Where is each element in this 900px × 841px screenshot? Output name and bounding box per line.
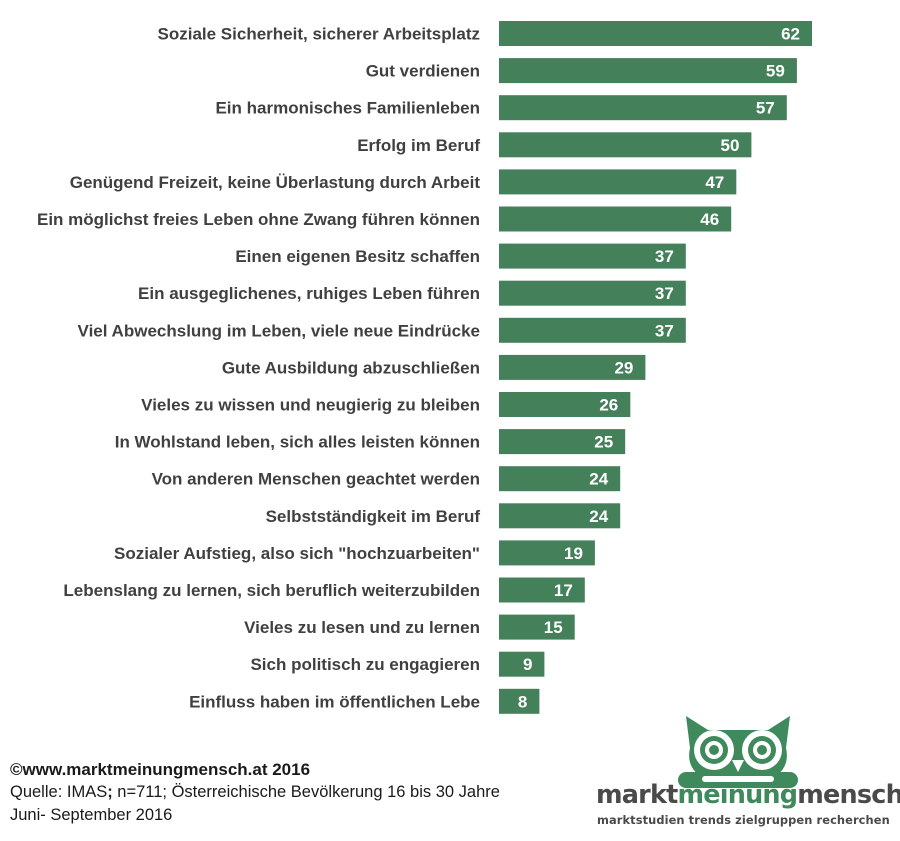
- value-label: 9: [523, 655, 532, 674]
- value-label: 19: [564, 544, 583, 563]
- value-label: 59: [766, 62, 785, 81]
- category-label: Gute Ausbildung abzuschließen: [222, 358, 480, 377]
- value-label: 37: [655, 321, 674, 340]
- value-label: 17: [554, 581, 573, 600]
- category-label: Soziale Sicherheit, sicherer Arbeitsplat…: [158, 25, 481, 44]
- bar: [499, 577, 585, 603]
- owl-icon: [678, 716, 798, 788]
- category-label: Vieles zu wissen und neugierig zu bleibe…: [141, 396, 480, 415]
- copyright-text: ©www.marktmeinungmensch.at 2016: [10, 760, 311, 779]
- value-label: 25: [594, 433, 613, 452]
- category-label: Ein ausgeglichenes, ruhiges Leben führen: [138, 284, 480, 303]
- bar: [499, 169, 737, 195]
- category-label: Viel Abwechslung im Leben, viele neue Ei…: [78, 321, 480, 340]
- category-label: Gut verdienen: [366, 62, 480, 81]
- bar: [499, 354, 646, 380]
- bar: [499, 688, 540, 714]
- category-label: Sich politisch zu engagieren: [250, 655, 480, 674]
- bar: [499, 95, 787, 121]
- bar: [499, 58, 797, 84]
- value-label: 15: [544, 618, 563, 637]
- category-label: Genügend Freizeit, keine Überlastung dur…: [70, 173, 481, 192]
- category-label: Einfluss haben im öffentlichen Lebe: [189, 692, 480, 711]
- bar: [499, 243, 686, 269]
- value-label: 24: [589, 507, 608, 526]
- value-label: 26: [599, 396, 618, 415]
- value-label: 37: [655, 247, 674, 266]
- category-label: Von anderen Menschen geachtet werden: [152, 470, 480, 489]
- bar: [499, 206, 732, 232]
- footer: ©www.marktmeinungmensch.at 2016 Quelle: …: [10, 758, 500, 827]
- category-label: Sozialer Aufstieg, also sich "hochzuarbe…: [114, 544, 480, 563]
- brand-wordmark: marktmeinungmensch: [596, 780, 900, 810]
- category-label: Ein möglichst freies Leben ohne Zwang fü…: [37, 210, 480, 229]
- value-label: 62: [781, 25, 800, 44]
- source-separator: ;: [107, 783, 113, 801]
- category-label: In Wohlstand leben, sich alles leisten k…: [115, 433, 480, 452]
- category-label: Vieles zu lesen und zu lernen: [244, 618, 480, 637]
- brand-logo: marktmeinungmensch marktstudien trends z…: [596, 712, 900, 830]
- bars-group: Soziale Sicherheit, sicherer Arbeitsplat…: [37, 21, 812, 714]
- brand-tagline: marktstudien trends zielgruppen recherch…: [597, 813, 890, 827]
- bar: [499, 466, 621, 492]
- source-prefix: Quelle: IMAS: [10, 783, 108, 801]
- bar: [499, 503, 621, 529]
- category-label: Selbstständigkeit im Beruf: [266, 507, 481, 526]
- value-label: 57: [756, 99, 775, 118]
- category-label: Ein harmonisches Familienleben: [215, 99, 480, 118]
- bar: [499, 429, 626, 455]
- value-label: 47: [705, 173, 724, 192]
- bar: [499, 392, 631, 417]
- brand-word-mensch: mensch: [797, 780, 900, 810]
- bar: [499, 132, 752, 158]
- bar: [499, 317, 686, 343]
- category-label: Lebenslang zu lernen, sich beruflich wei…: [63, 581, 480, 600]
- source-line: Quelle: IMAS; n=711; Österreichische Bev…: [10, 781, 500, 804]
- bar: [499, 540, 595, 566]
- value-label: 24: [589, 470, 608, 489]
- source-text: n=711; Österreichische Bevölkerung 16 bi…: [112, 783, 500, 801]
- category-label: Einen eigenen Besitz schaffen: [235, 247, 480, 266]
- value-label: 8: [518, 692, 527, 711]
- brand-word-markt: markt: [596, 780, 678, 810]
- category-label: Erfolg im Beruf: [357, 136, 480, 155]
- bar: [499, 651, 545, 677]
- period-text: Juni- September 2016: [10, 806, 173, 824]
- value-label: 50: [720, 136, 739, 155]
- value-label: 37: [655, 284, 674, 303]
- bar: [499, 280, 686, 306]
- bar-chart: Soziale Sicherheit, sicherer Arbeitsplat…: [37, 21, 812, 714]
- brand-word-meinung: meinung: [677, 780, 799, 810]
- bar: [499, 21, 812, 46]
- bar: [499, 614, 575, 640]
- value-label: 46: [700, 210, 719, 229]
- value-label: 29: [614, 358, 633, 377]
